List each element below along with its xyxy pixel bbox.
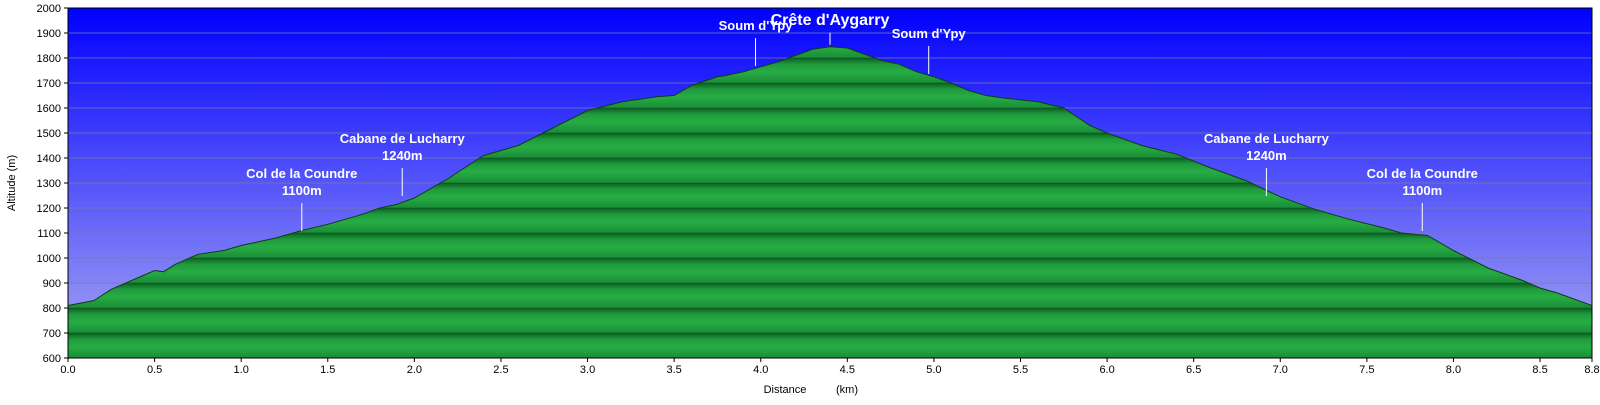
annotation-label: 1100m (282, 183, 322, 198)
x-tick-label: 8.8 (1584, 364, 1599, 376)
y-tick-label: 1000 (37, 253, 61, 265)
annotation-label: Cabane de Lucharry (1204, 131, 1330, 146)
annotation-label: 1240m (1246, 148, 1286, 163)
x-tick-label: 3.5 (666, 364, 681, 376)
y-tick-label: 1200 (37, 203, 61, 215)
x-tick-label: 8.5 (1532, 364, 1547, 376)
x-tick-label: 5.0 (926, 364, 941, 376)
x-tick-label: 5.5 (1013, 364, 1028, 376)
x-tick-label: 3.0 (580, 364, 595, 376)
x-axis: 0.0 0.5 1.0 1.5 2.0 2.5 3.0 3.5 4.0 4.5 5.0 5.5 6.0 6… (60, 358, 1600, 376)
y-tick-label: 600 (43, 353, 61, 365)
y-axis-title: Altitude (m) (6, 155, 18, 211)
x-axis-title: Distance (764, 384, 807, 396)
elevation-area (68, 46, 1592, 358)
x-tick-label: 7.5 (1359, 364, 1374, 376)
y-tick-label: 800 (43, 303, 61, 315)
x-tick-label: 0.0 (60, 364, 75, 376)
y-tick-label: 700 (43, 328, 61, 340)
y-tick-label: 1700 (37, 78, 61, 90)
annotation-label: Soum d'Ypy (892, 26, 967, 41)
x-tick-label: 0.5 (147, 364, 162, 376)
x-tick-label: 2.0 (407, 364, 422, 376)
annotations: Col de la Coundre 1100m Cabane de Lucharry… (246, 12, 1478, 231)
y-tick-label: 900 (43, 278, 61, 290)
annotation-label: 1240m (382, 148, 422, 163)
y-axis: 600 700 800 900 1000 1100 1200 1300 1400 1500 1600… (37, 3, 68, 365)
annotation-label: Crête d'Aygarry (771, 12, 890, 29)
y-tick-label: 1900 (37, 28, 61, 40)
x-tick-label: 1.5 (320, 364, 335, 376)
x-tick-label: 6.5 (1186, 364, 1201, 376)
y-tick-label: 2000 (37, 3, 61, 15)
y-tick-label: 1300 (37, 178, 61, 190)
x-tick-label: 1.0 (234, 364, 249, 376)
y-tick-label: 1500 (37, 128, 61, 140)
annotation-label: Soum d'Ypy (719, 18, 794, 33)
x-axis-unit: (km) (836, 384, 858, 396)
y-tick-label: 1100 (37, 228, 61, 240)
y-tick-label: 1800 (37, 53, 61, 65)
y-tick-label: 1600 (37, 103, 61, 115)
x-tick-label: 4.0 (753, 364, 768, 376)
x-tick-label: 8.0 (1446, 364, 1461, 376)
y-tick-label: 1400 (37, 153, 61, 165)
annotation-label: Col de la Coundre (246, 166, 357, 181)
annotation-label: 1100m (1402, 183, 1442, 198)
x-tick-label: 7.0 (1273, 364, 1288, 376)
annotation-label: Cabane de Lucharry (340, 131, 466, 146)
annotation-label: Col de la Coundre (1367, 166, 1478, 181)
x-tick-label: 4.5 (840, 364, 855, 376)
x-tick-label: 2.5 (493, 364, 508, 376)
x-tick-label: 6.0 (1099, 364, 1114, 376)
